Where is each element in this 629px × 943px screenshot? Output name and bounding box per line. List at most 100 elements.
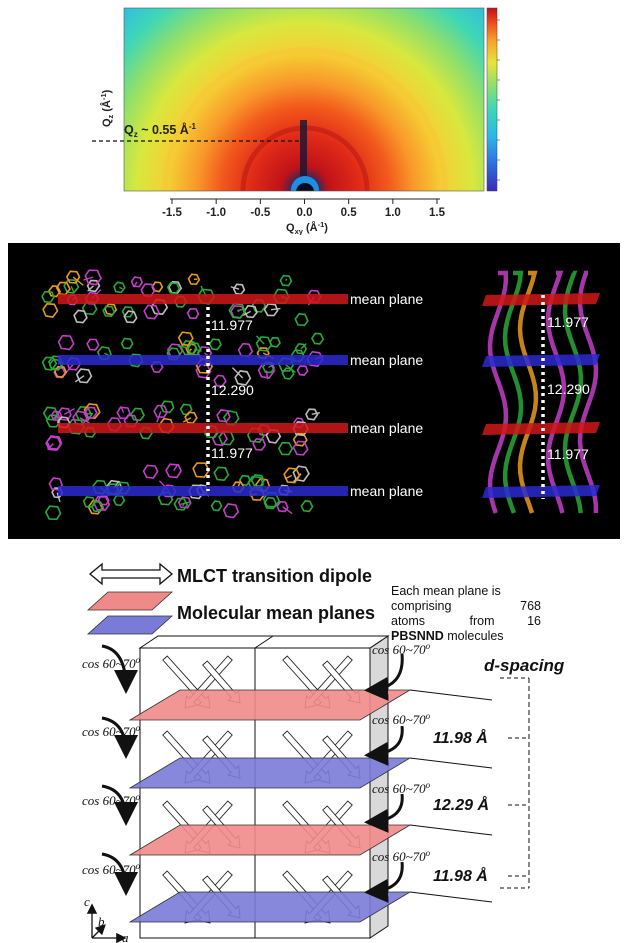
legend-dipole-label: MLCT transition dipole xyxy=(177,566,372,586)
molecule-ring xyxy=(84,269,102,286)
molecule-ring xyxy=(310,332,325,345)
molecule-ring xyxy=(113,281,126,294)
molecule-strand xyxy=(577,270,599,513)
mean-plane xyxy=(128,757,412,789)
molecule-ring xyxy=(296,365,309,376)
molecule-ring xyxy=(177,331,194,347)
cos-angle-label: cos 60~70o xyxy=(372,848,431,864)
molecule-ring xyxy=(222,503,240,519)
molecule-bond xyxy=(119,286,123,290)
cos-angle-label: cos 60~70o xyxy=(372,641,431,657)
note-line-2b: 768 xyxy=(520,599,541,613)
molecule-bond xyxy=(133,281,138,288)
molecule-ring xyxy=(210,500,223,512)
molecule-ring xyxy=(63,278,80,294)
molecule-bond xyxy=(72,276,84,286)
mean-plane-bar xyxy=(58,355,348,365)
molecule-ring xyxy=(300,500,314,513)
molecule-ring xyxy=(142,464,159,479)
molecule-bond xyxy=(173,464,178,472)
molecule-ring xyxy=(73,309,88,324)
d-spacing-value: 11.98 Å xyxy=(433,866,488,885)
molecule-ring xyxy=(86,279,101,293)
molecule-ring xyxy=(130,407,145,422)
molecule-bond xyxy=(284,474,293,480)
molecule-ring xyxy=(234,370,252,386)
d-spacing-values: 11.98 Å 12.29 Å 11.98 Å xyxy=(433,677,529,889)
cos-angle-label: cos 60~70o xyxy=(82,861,141,877)
molecule-column-right xyxy=(487,270,599,514)
molecule-ring xyxy=(216,409,231,423)
molecule-ring xyxy=(130,276,144,288)
molecule-ring xyxy=(53,365,68,378)
molecule-bond xyxy=(177,345,189,349)
molecule-bond xyxy=(285,278,288,281)
molecule-bond xyxy=(104,352,109,356)
mean-plane-bar xyxy=(482,293,600,306)
colorbar xyxy=(486,7,498,192)
d-spacing-value: 11.98 Å xyxy=(433,728,488,747)
axis-a-label: a xyxy=(122,930,129,943)
spacing-left-1: 11.977 xyxy=(211,317,253,333)
mean-plane-label-1: mean plane xyxy=(350,291,423,307)
molecule-bond xyxy=(54,415,58,422)
molecule-ring xyxy=(42,302,59,318)
mean-plane-bar xyxy=(482,485,600,498)
plane-extension-line xyxy=(409,689,493,701)
molecule-bond xyxy=(56,492,61,503)
x-axis-label: Qxy (Å-1) xyxy=(286,220,328,235)
mean-plane-bar xyxy=(58,294,348,304)
molecule-strand xyxy=(517,270,539,514)
molecule-ring xyxy=(121,306,135,318)
molecule-ring xyxy=(57,334,75,351)
rotation-arrow-right xyxy=(364,861,404,903)
mean-plane xyxy=(128,891,412,923)
molecule-ring xyxy=(41,290,55,304)
molecule-ring xyxy=(46,435,63,450)
mean-plane xyxy=(128,824,412,856)
molecule-ring xyxy=(166,282,181,295)
note-line-1: Each mean plane is xyxy=(391,584,501,598)
molecule-ring xyxy=(44,505,62,521)
mean-plane-label-4: mean plane xyxy=(350,483,423,499)
mean-plane-label-3: mean plane xyxy=(350,420,423,436)
note-line-3b: from xyxy=(470,614,495,628)
x-tick-label: 1.5 xyxy=(429,207,446,219)
x-tick-label: 1.0 xyxy=(385,207,401,219)
schematic-panel: MLCT transition dipole Molecular mean pl… xyxy=(82,562,565,943)
dipole-arrow-icon xyxy=(88,562,174,586)
molecule-bond xyxy=(242,310,251,316)
crystal-axes: c b a xyxy=(84,894,129,943)
packing-panel: mean plane mean plane mean plane mean pl… xyxy=(8,243,620,539)
y-axis-label: Qz (Å-1) xyxy=(99,89,115,127)
molecule-bond xyxy=(237,308,246,312)
molecule-bond xyxy=(63,408,75,415)
cos-angle-label: cos 60~70o xyxy=(82,792,141,808)
molecule-ring xyxy=(263,302,279,317)
plane-extension-line xyxy=(409,757,493,769)
molecule-ring xyxy=(238,474,252,486)
x-tick-label: -0.5 xyxy=(250,207,270,219)
cos-labels: cos 60~70o cos 60~70o cos 60~70o cos 60~70o… xyxy=(82,641,431,877)
molecule-bond xyxy=(231,367,244,379)
mean-plane-bar xyxy=(58,486,348,496)
molecule-ring xyxy=(173,497,189,511)
axis-c-label: c xyxy=(84,894,90,909)
molecule-ring xyxy=(276,500,289,513)
molecule-ring xyxy=(75,368,93,384)
molecule-ring xyxy=(102,305,116,318)
mean-plane xyxy=(128,689,412,721)
x-tick-label: 0.5 xyxy=(341,207,358,219)
molecule-ring xyxy=(279,274,293,287)
axis-b-label: b xyxy=(98,914,105,929)
molecule-bond xyxy=(230,286,240,290)
rotation-arrow-left xyxy=(101,716,138,759)
spacing-left-2: 12.290 xyxy=(211,382,254,398)
mean-plane-label-2: mean plane xyxy=(350,352,423,368)
rotation-arrow-left xyxy=(101,784,138,826)
molecule-ring xyxy=(281,367,295,380)
molecule-bond xyxy=(87,285,94,292)
gixd-panel: Qz ~ 0.55 Å-1 Qz (Å-1) -1.5 -1.0 -0.5 0.0 0.… xyxy=(92,7,500,235)
rotation-arrow-right xyxy=(364,653,404,701)
molecule-ring xyxy=(292,465,310,482)
